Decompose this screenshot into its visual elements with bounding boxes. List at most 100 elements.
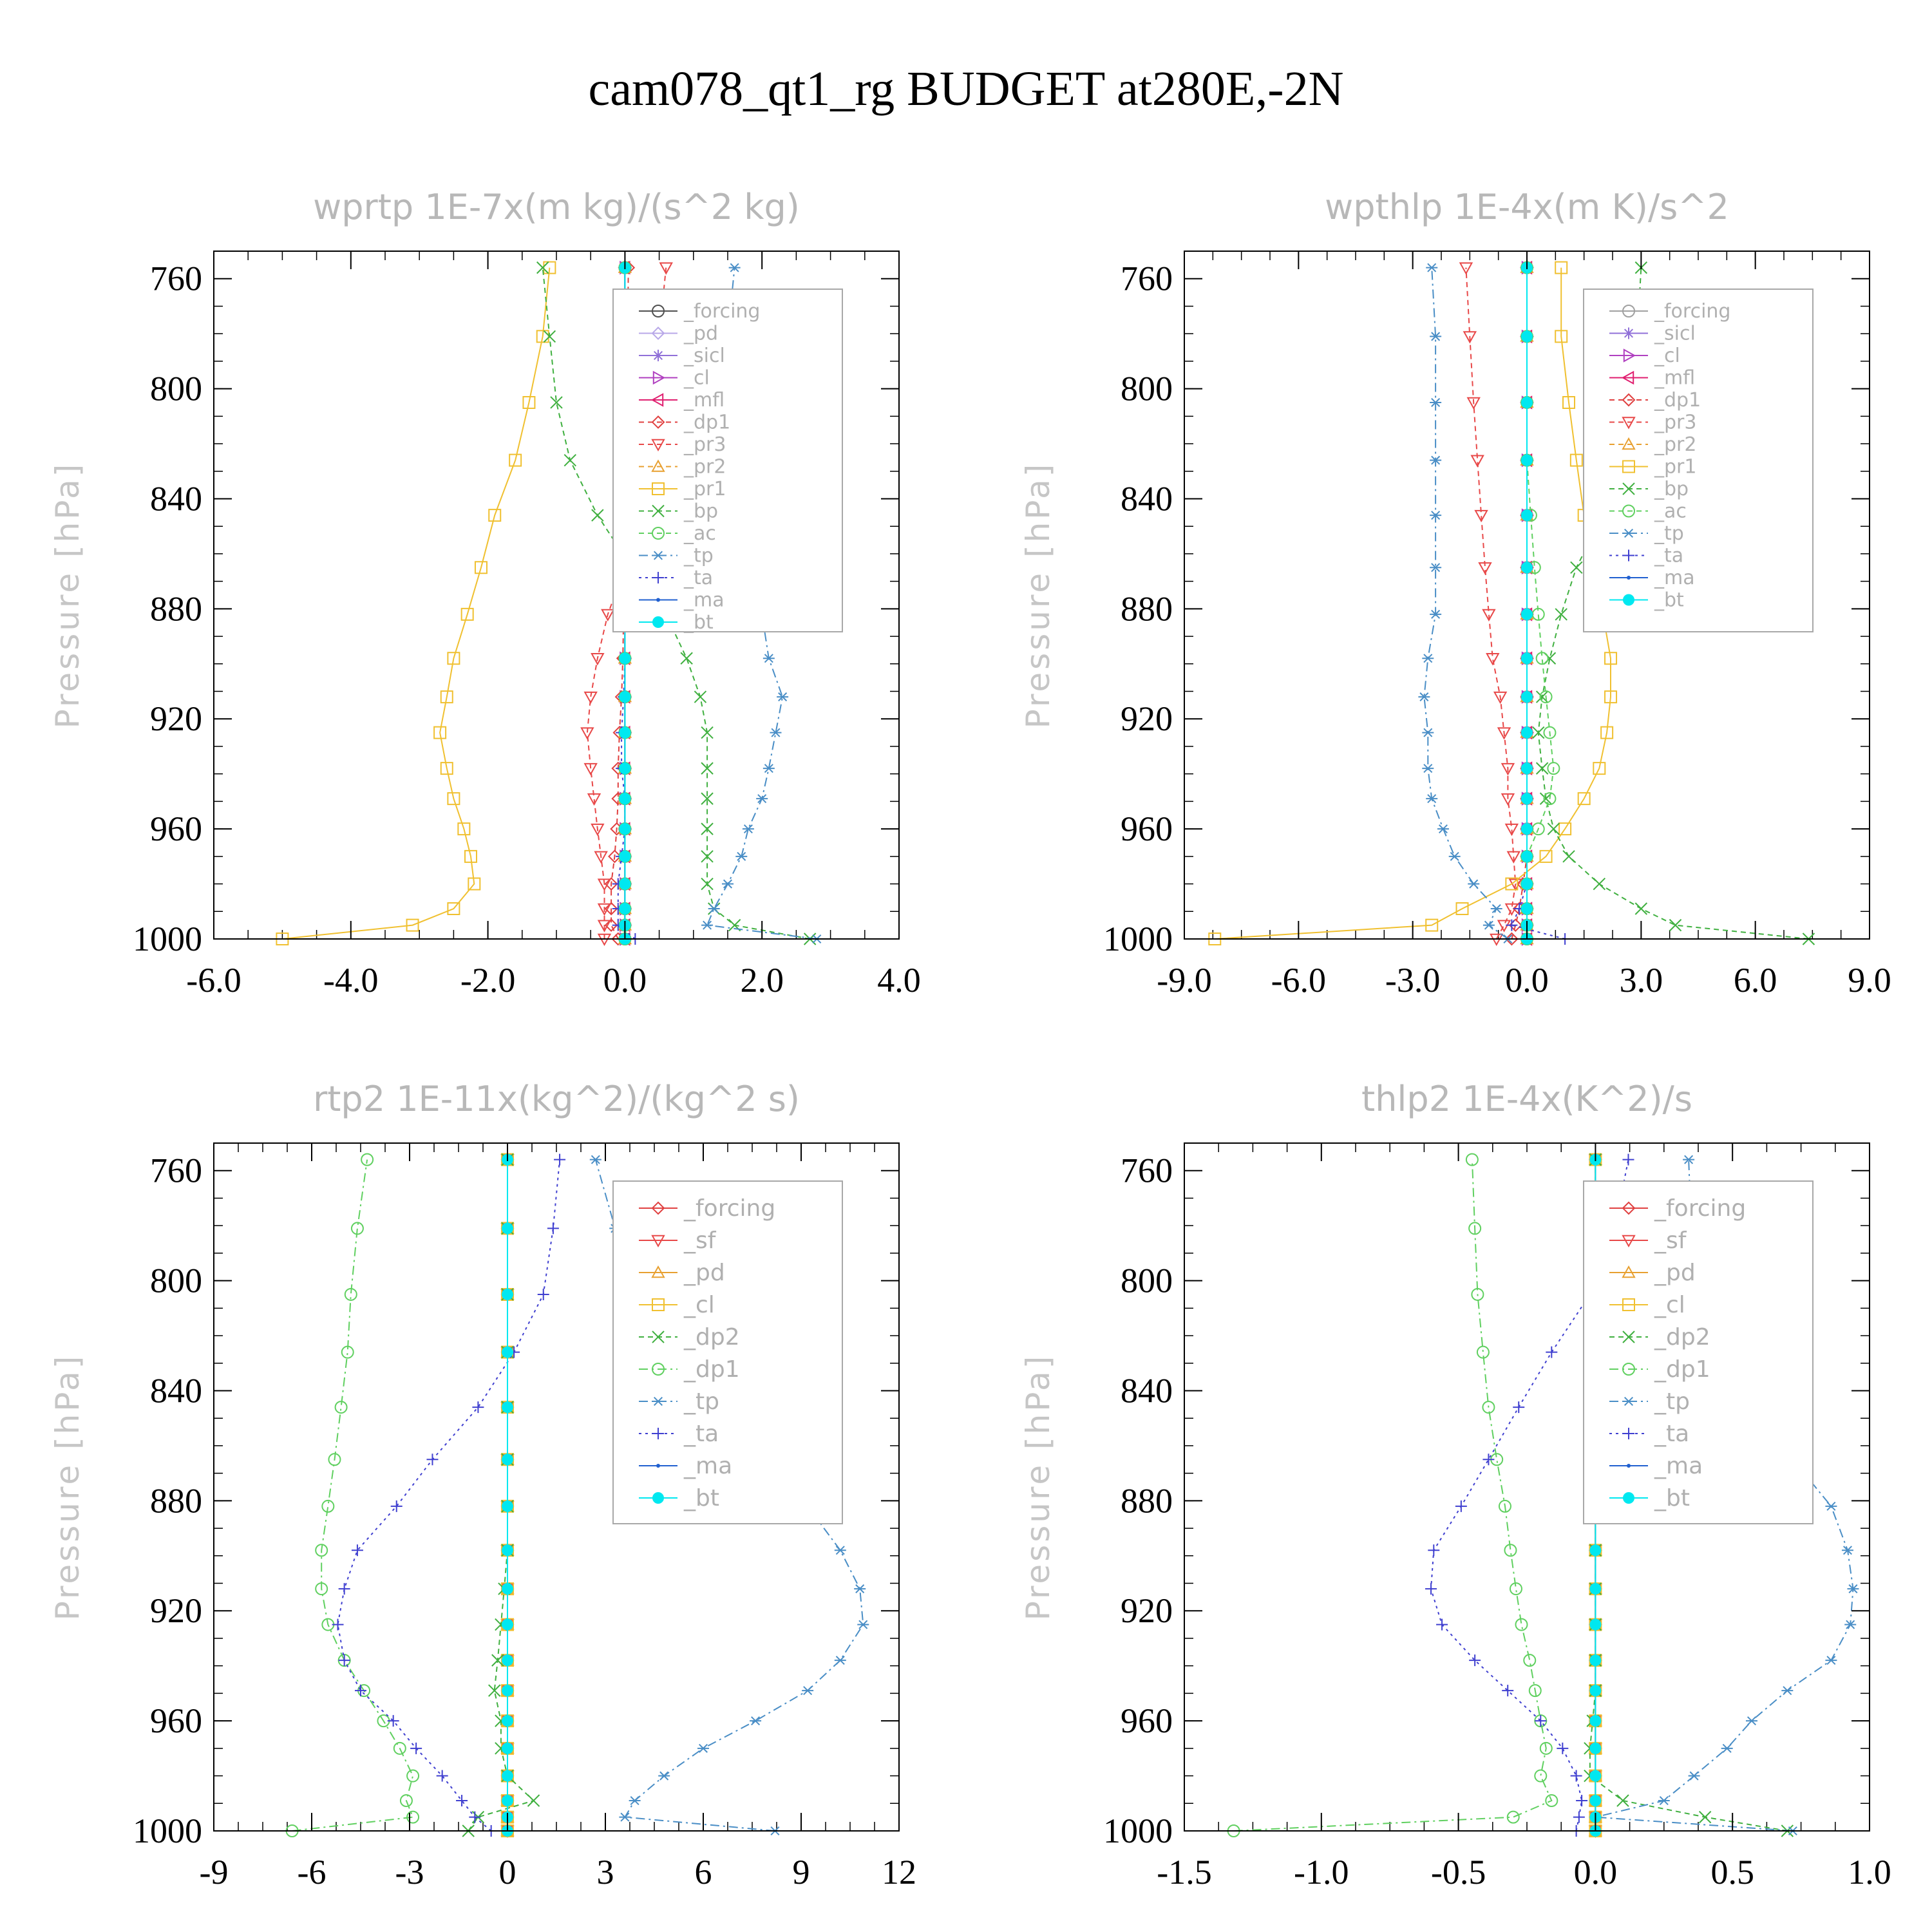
data-point xyxy=(1589,1714,1602,1728)
series-line xyxy=(282,267,551,940)
data-point xyxy=(1515,1618,1528,1631)
legend-marker xyxy=(651,415,665,429)
y-tick-label: 960 xyxy=(150,810,202,848)
data-point xyxy=(1558,822,1572,836)
data-point xyxy=(762,764,775,773)
data-point xyxy=(802,1686,814,1696)
series-dp2 xyxy=(462,1153,540,1837)
data-point xyxy=(502,1288,513,1300)
data-point xyxy=(468,877,481,891)
data-point xyxy=(355,1685,366,1697)
data-point xyxy=(1521,330,1533,343)
legend-label: _pr1 xyxy=(683,478,726,500)
data-point xyxy=(1418,692,1430,702)
legend-marker xyxy=(1623,549,1634,562)
data-point xyxy=(597,878,612,891)
data-point xyxy=(1557,1742,1569,1754)
data-point xyxy=(1573,1811,1585,1823)
data-point xyxy=(1501,762,1515,776)
data-point xyxy=(1509,1582,1522,1596)
data-point xyxy=(1521,608,1533,620)
data-point xyxy=(334,1401,348,1414)
data-point xyxy=(659,262,673,275)
data-point xyxy=(501,1618,514,1631)
data-point xyxy=(1781,1686,1794,1696)
y-tick-label: 760 xyxy=(1121,260,1173,298)
data-point xyxy=(701,850,714,863)
legend-entry: _ta xyxy=(639,1421,719,1447)
data-point xyxy=(1425,918,1439,932)
legend-entry: _pr2 xyxy=(1609,433,1696,456)
x-tick-label: -0.5 xyxy=(1431,1853,1486,1891)
y-tick-label: 800 xyxy=(150,370,202,408)
data-point xyxy=(1521,823,1533,835)
data-point xyxy=(1555,261,1568,274)
data-point xyxy=(583,691,598,705)
legend-entry: _tp xyxy=(639,1388,719,1415)
panel-thlp2: 760 800 840 880 920 960 1000-1.5 -1.0 -0.5 0.0 0.5… xyxy=(1019,1079,1891,1891)
data-point xyxy=(457,822,471,836)
data-point xyxy=(1622,1153,1634,1166)
data-point xyxy=(1482,609,1496,621)
series-dp1 xyxy=(285,1153,420,1837)
legend-entry: _forcing xyxy=(639,1195,775,1222)
series-line xyxy=(1423,267,1508,940)
y-tick-label: 760 xyxy=(150,260,202,298)
data-point xyxy=(701,762,714,775)
legend: _forcing_sicl_cl_mfl_dp1_pr3_pr2_pr1_bp_… xyxy=(1583,289,1814,632)
legend-entry: _forcing xyxy=(639,300,760,323)
legend-entry: _dp1 xyxy=(1609,1356,1710,1383)
series-line xyxy=(337,1159,561,1832)
y-tick-label: 880 xyxy=(150,589,202,628)
data-point xyxy=(1437,824,1449,834)
legend-label: _ta xyxy=(1654,1421,1689,1447)
data-point xyxy=(1422,764,1434,773)
data-point xyxy=(589,1155,601,1164)
y-tick-label: 1000 xyxy=(133,1812,202,1850)
data-point xyxy=(460,607,474,621)
series-line xyxy=(1465,267,1517,940)
legend-marker xyxy=(651,1235,665,1248)
data-point xyxy=(1589,1685,1602,1697)
data-point xyxy=(1604,690,1618,704)
legend-entry: _ta xyxy=(1609,545,1683,567)
data-point xyxy=(601,609,615,621)
legend-label: _bp xyxy=(683,500,718,523)
x-tick-label: -3.0 xyxy=(1385,961,1440,999)
legend-marker xyxy=(652,572,664,583)
legend-marker xyxy=(1622,460,1635,473)
legend-marker xyxy=(1622,504,1635,518)
legend-marker xyxy=(656,598,660,602)
legend-label: _ac xyxy=(1654,500,1687,523)
series-ta xyxy=(1506,261,1571,945)
data-point xyxy=(1476,1345,1490,1359)
data-point xyxy=(619,726,631,739)
data-point xyxy=(406,1769,420,1783)
legend-label: _pr1 xyxy=(1654,456,1696,478)
data-point xyxy=(583,762,598,776)
legend-entry: _pr1 xyxy=(1609,456,1696,478)
legend-marker xyxy=(1623,528,1634,538)
legend-marker xyxy=(652,1363,665,1376)
legend-entry: _bt xyxy=(1609,589,1684,612)
data-point xyxy=(338,1583,350,1595)
y-tick-label: 1000 xyxy=(1103,920,1173,958)
data-point xyxy=(701,792,714,805)
data-point xyxy=(1470,455,1484,468)
legend-marker xyxy=(1622,393,1636,407)
y-axis-label: Pressure [hPa] xyxy=(49,1354,86,1621)
legend-entry: _ma xyxy=(639,1453,732,1479)
data-point xyxy=(701,726,714,739)
data-point xyxy=(1497,727,1511,740)
data-point xyxy=(1490,904,1502,914)
data-point xyxy=(328,1453,341,1466)
legend-label: _ta xyxy=(683,1421,719,1447)
data-point xyxy=(1535,690,1549,703)
data-point xyxy=(834,1656,846,1665)
legend-marker xyxy=(1622,1363,1635,1376)
data-point xyxy=(1569,453,1583,467)
legend-label: _dp1 xyxy=(1654,1356,1710,1383)
data-point xyxy=(502,1346,513,1358)
legend-entry: _dp1 xyxy=(639,1356,740,1383)
data-point xyxy=(488,1684,501,1697)
